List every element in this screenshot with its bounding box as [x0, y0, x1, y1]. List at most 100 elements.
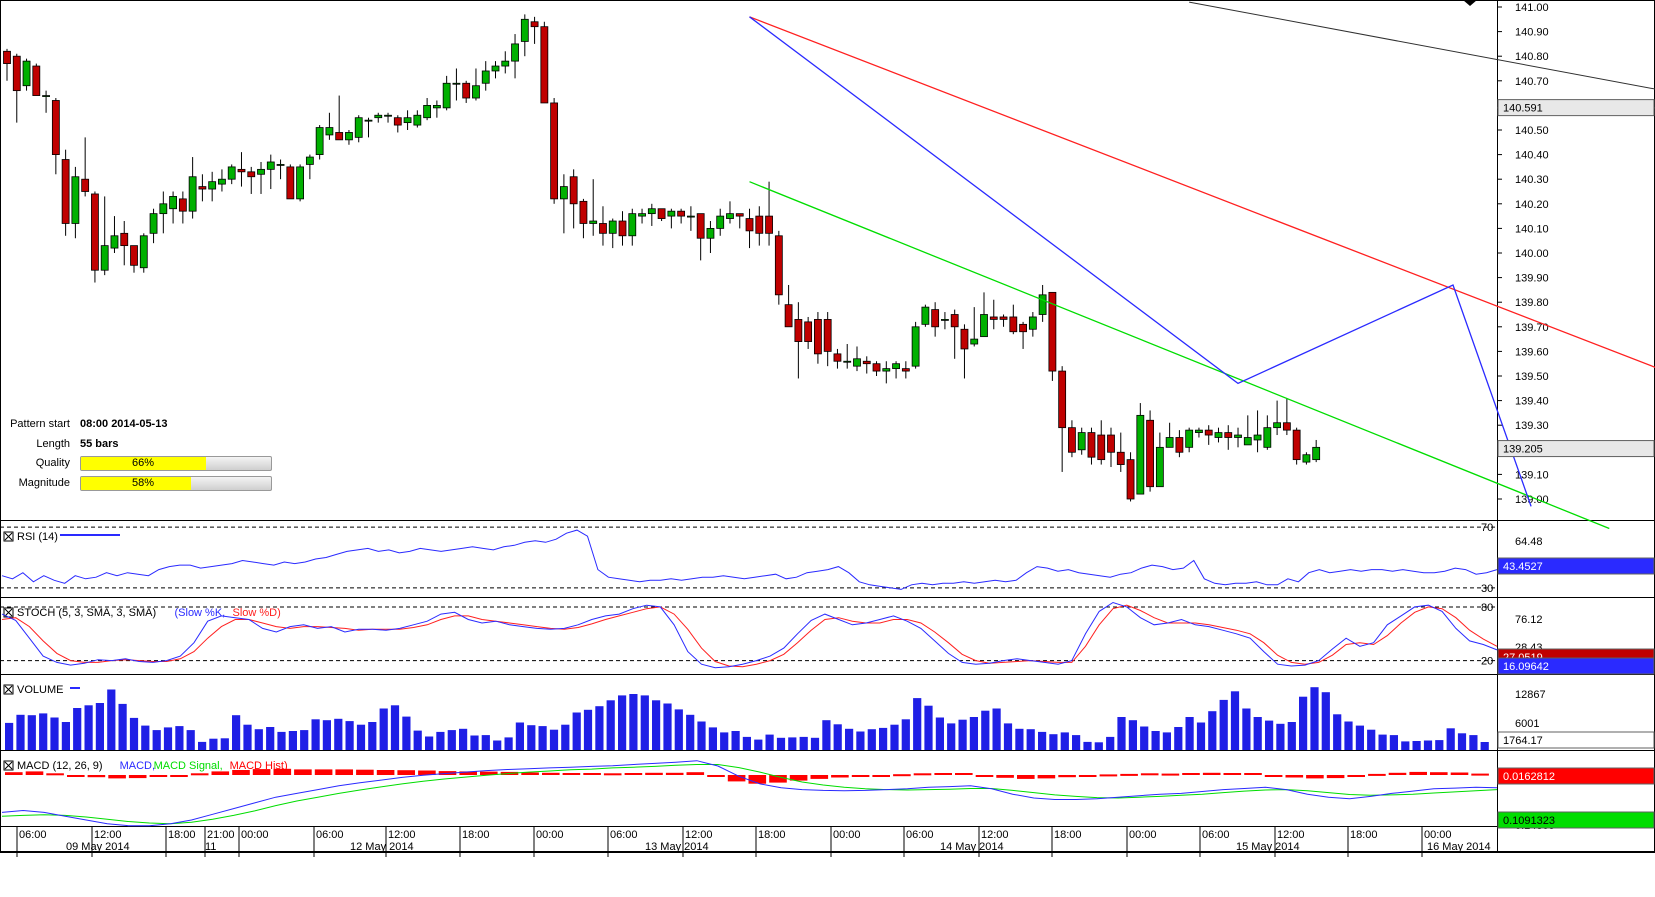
- candle[interactable]: [931, 302, 940, 337]
- candle[interactable]: [218, 169, 226, 192]
- macd-panel[interactable]: MACD (12, 26, 9) MACD,MACD Signal, MACD H…: [1, 760, 1555, 832]
- candle[interactable]: [1058, 366, 1067, 472]
- candle[interactable]: [921, 304, 930, 327]
- candle[interactable]: [481, 61, 490, 91]
- candle[interactable]: [432, 100, 441, 118]
- candle[interactable]: [1204, 425, 1213, 445]
- candle[interactable]: [687, 206, 695, 231]
- candle[interactable]: [608, 218, 617, 249]
- candle[interactable]: [677, 208, 686, 224]
- candle[interactable]: [130, 245, 138, 273]
- candle[interactable]: [941, 312, 949, 330]
- candle[interactable]: [354, 115, 363, 143]
- candle[interactable]: [325, 112, 334, 140]
- candle[interactable]: [696, 213, 705, 261]
- candle[interactable]: [892, 361, 900, 379]
- candle[interactable]: [726, 201, 734, 224]
- candle[interactable]: [579, 198, 588, 239]
- candle[interactable]: [550, 98, 559, 204]
- candle[interactable]: [1019, 321, 1027, 349]
- candle[interactable]: [980, 292, 988, 338]
- candle[interactable]: [755, 206, 764, 246]
- candle[interactable]: [452, 68, 461, 101]
- candle[interactable]: [22, 58, 31, 91]
- candle[interactable]: [716, 208, 725, 236]
- candle[interactable]: [1009, 304, 1018, 335]
- candle[interactable]: [1175, 430, 1184, 458]
- candle[interactable]: [1282, 398, 1291, 436]
- candle[interactable]: [540, 21, 549, 104]
- candle[interactable]: [882, 361, 891, 384]
- candle[interactable]: [462, 80, 471, 103]
- candle[interactable]: [61, 149, 70, 236]
- candle[interactable]: [530, 16, 539, 44]
- candle[interactable]: [511, 34, 519, 79]
- candle[interactable]: [1028, 312, 1037, 337]
- candle[interactable]: [1312, 439, 1321, 463]
- candle[interactable]: [266, 154, 275, 190]
- candle[interactable]: [110, 216, 119, 253]
- candle[interactable]: [735, 213, 744, 229]
- candle[interactable]: [227, 164, 236, 185]
- candle[interactable]: [911, 321, 920, 369]
- candle[interactable]: [1243, 415, 1252, 446]
- candle[interactable]: [1077, 427, 1086, 455]
- candle[interactable]: [804, 316, 813, 349]
- candle[interactable]: [472, 68, 480, 101]
- candle[interactable]: [188, 157, 197, 219]
- rsi-panel[interactable]: RSI (14) 70 30 64.48: [0, 522, 1543, 595]
- candle[interactable]: [1234, 427, 1242, 448]
- candle[interactable]: [1126, 452, 1135, 502]
- candle[interactable]: [315, 125, 324, 160]
- stoch-panel[interactable]: STOCH (5, 3, SMA, 3, SMA) (Slow %K, Slow …: [0, 602, 1543, 669]
- candle[interactable]: [765, 181, 773, 246]
- candle[interactable]: [706, 221, 715, 253]
- candle[interactable]: [853, 346, 861, 372]
- candle[interactable]: [599, 206, 607, 246]
- candle[interactable]: [159, 191, 168, 234]
- candle[interactable]: [91, 191, 99, 283]
- candle[interactable]: [423, 98, 432, 121]
- candle[interactable]: [989, 299, 998, 330]
- candle[interactable]: [1038, 284, 1047, 322]
- candle[interactable]: [520, 14, 529, 57]
- candle[interactable]: [843, 344, 852, 369]
- time-axis[interactable]: 06:00 12:00 18:00 21:00 00:00 06:00 12:00 18:00…: [16, 826, 1491, 857]
- candle[interactable]: [1107, 427, 1115, 468]
- candle[interactable]: [276, 159, 285, 180]
- candle[interactable]: [647, 203, 656, 226]
- candle[interactable]: [237, 152, 246, 187]
- candle[interactable]: [81, 137, 90, 197]
- candle[interactable]: [999, 314, 1008, 327]
- candle[interactable]: [1087, 427, 1096, 465]
- candle[interactable]: [667, 208, 676, 229]
- candle[interactable]: [139, 233, 148, 273]
- candle[interactable]: [1263, 415, 1272, 450]
- candle[interactable]: [618, 211, 627, 246]
- candle[interactable]: [178, 191, 187, 224]
- candle[interactable]: [970, 307, 979, 347]
- candle[interactable]: [345, 130, 353, 145]
- candle[interactable]: [1155, 432, 1164, 488]
- candle[interactable]: [393, 115, 402, 133]
- candle[interactable]: [198, 174, 207, 202]
- candle[interactable]: [51, 98, 60, 175]
- candle[interactable]: [208, 171, 217, 202]
- candle[interactable]: [559, 174, 568, 234]
- candle[interactable]: [784, 284, 793, 328]
- candle[interactable]: [1097, 420, 1106, 465]
- candle[interactable]: [833, 348, 842, 369]
- candle[interactable]: [42, 90, 50, 113]
- candle[interactable]: [628, 208, 637, 246]
- candle[interactable]: [1292, 427, 1301, 465]
- candle[interactable]: [823, 312, 832, 367]
- candle[interactable]: [491, 61, 500, 79]
- candle[interactable]: [1273, 400, 1281, 436]
- candle[interactable]: [638, 208, 646, 224]
- candle[interactable]: [1068, 420, 1076, 458]
- candle[interactable]: [149, 208, 158, 244]
- candle[interactable]: [1146, 410, 1154, 492]
- candle[interactable]: [1195, 427, 1203, 438]
- candle[interactable]: [296, 164, 305, 202]
